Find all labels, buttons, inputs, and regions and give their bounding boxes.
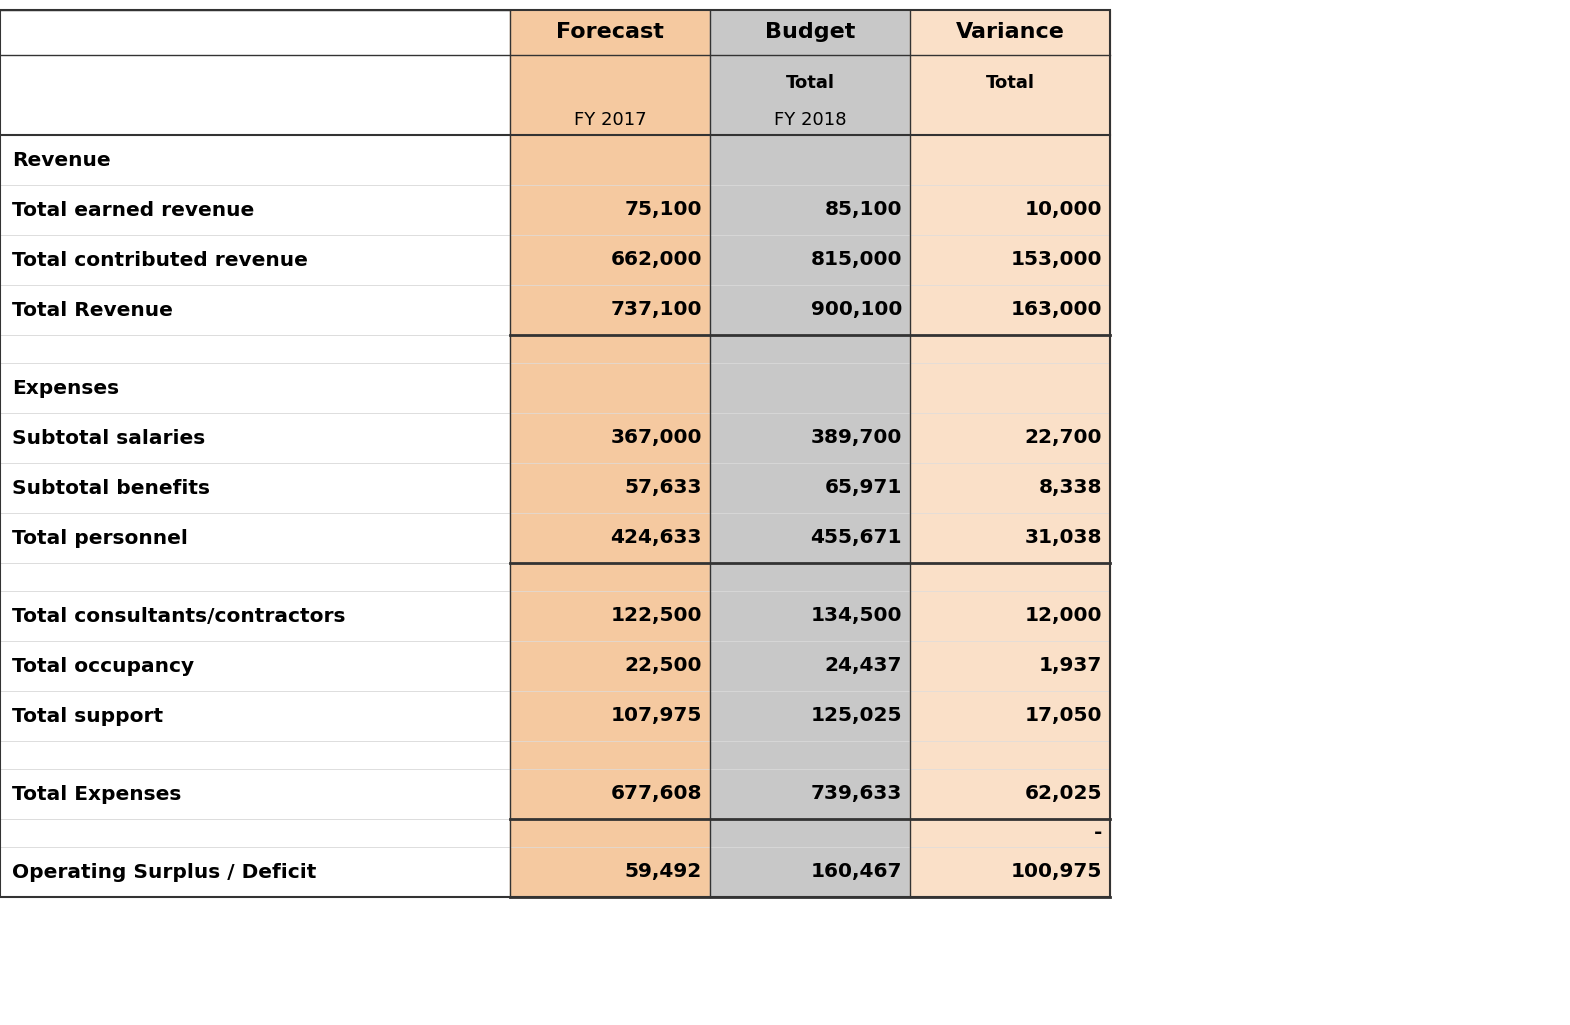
Text: 739,633: 739,633 <box>810 784 903 804</box>
Text: 160,467: 160,467 <box>810 862 903 882</box>
Text: Total occupancy: Total occupancy <box>13 656 195 675</box>
Text: 424,633: 424,633 <box>611 529 702 547</box>
Text: 59,492: 59,492 <box>625 862 702 882</box>
Text: 900,100: 900,100 <box>810 300 903 320</box>
Text: Budget: Budget <box>765 23 856 42</box>
Text: 122,500: 122,500 <box>611 607 702 625</box>
Text: 22,700: 22,700 <box>1025 428 1102 448</box>
Text: 12,000: 12,000 <box>1025 607 1102 625</box>
Text: 24,437: 24,437 <box>824 656 903 675</box>
Text: 31,038: 31,038 <box>1025 529 1102 547</box>
Text: Total personnel: Total personnel <box>13 529 188 547</box>
Text: FY 2017: FY 2017 <box>573 111 647 129</box>
Text: -: - <box>1094 823 1102 843</box>
Text: 662,000: 662,000 <box>611 250 702 270</box>
Text: Expenses: Expenses <box>13 378 119 398</box>
Text: Total: Total <box>785 74 835 92</box>
Text: Total: Total <box>986 74 1035 92</box>
Text: Total support: Total support <box>13 706 163 726</box>
Text: Total Expenses: Total Expenses <box>13 784 182 804</box>
Text: 677,608: 677,608 <box>611 784 702 804</box>
Bar <box>710 10 911 897</box>
Text: 62,025: 62,025 <box>1025 784 1102 804</box>
Text: 389,700: 389,700 <box>810 428 903 448</box>
Text: 85,100: 85,100 <box>824 201 903 219</box>
Text: FY 2018: FY 2018 <box>774 111 846 129</box>
Text: 75,100: 75,100 <box>625 201 702 219</box>
Text: Variance: Variance <box>956 23 1064 42</box>
Text: 8,338: 8,338 <box>1038 479 1102 497</box>
Text: 1,937: 1,937 <box>1039 656 1102 675</box>
Text: 455,671: 455,671 <box>810 529 903 547</box>
Bar <box>0 10 1110 897</box>
Text: 815,000: 815,000 <box>810 250 903 270</box>
Text: 153,000: 153,000 <box>1011 250 1102 270</box>
Text: 367,000: 367,000 <box>611 428 702 448</box>
Text: 22,500: 22,500 <box>625 656 702 675</box>
Text: 65,971: 65,971 <box>824 479 903 497</box>
Bar <box>510 10 710 897</box>
Text: 125,025: 125,025 <box>810 706 903 726</box>
Bar <box>911 10 1110 897</box>
Text: 737,100: 737,100 <box>611 300 702 320</box>
Text: 100,975: 100,975 <box>1011 862 1102 882</box>
Text: Revenue: Revenue <box>13 151 110 169</box>
Text: Subtotal benefits: Subtotal benefits <box>13 479 210 497</box>
Text: Total earned revenue: Total earned revenue <box>13 201 254 219</box>
Text: 17,050: 17,050 <box>1025 706 1102 726</box>
Text: Total consultants/contractors: Total consultants/contractors <box>13 607 345 625</box>
Text: 163,000: 163,000 <box>1011 300 1102 320</box>
Text: Operating Surplus / Deficit: Operating Surplus / Deficit <box>13 862 317 882</box>
Text: Forecast: Forecast <box>556 23 664 42</box>
Text: Total contributed revenue: Total contributed revenue <box>13 250 308 270</box>
Text: 107,975: 107,975 <box>611 706 702 726</box>
Text: Subtotal salaries: Subtotal salaries <box>13 428 206 448</box>
Text: 10,000: 10,000 <box>1025 201 1102 219</box>
Text: 57,633: 57,633 <box>625 479 702 497</box>
Text: Total Revenue: Total Revenue <box>13 300 173 320</box>
Text: 134,500: 134,500 <box>810 607 903 625</box>
